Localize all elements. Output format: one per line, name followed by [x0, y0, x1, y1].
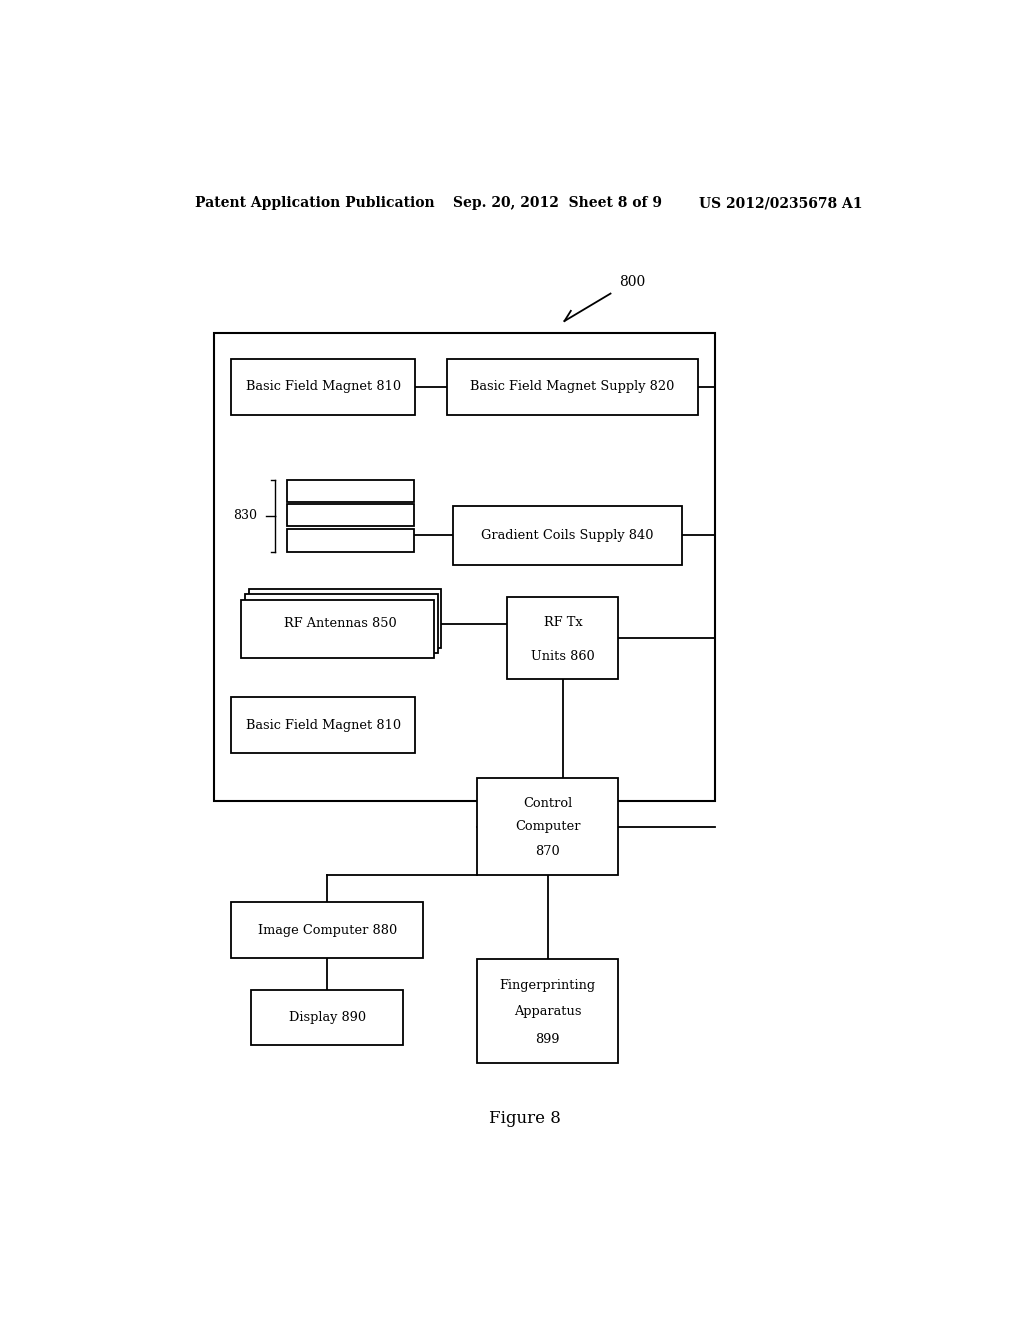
Bar — [241, 599, 433, 659]
Text: Gradient Coils Supply 840: Gradient Coils Supply 840 — [481, 529, 654, 543]
Text: RF Tx: RF Tx — [544, 616, 583, 630]
Text: Apparatus: Apparatus — [514, 1005, 582, 1018]
Text: Basic Field Magnet 810: Basic Field Magnet 810 — [246, 718, 400, 731]
Text: 800: 800 — [618, 276, 645, 289]
Text: Units 860: Units 860 — [531, 649, 595, 663]
Text: Patent Application Publication: Patent Application Publication — [196, 197, 435, 210]
Bar — [245, 594, 437, 653]
Text: RF Antennas 850: RF Antennas 850 — [284, 618, 396, 631]
Bar — [507, 598, 618, 678]
Bar — [231, 903, 423, 958]
Bar — [477, 779, 618, 875]
Bar — [287, 504, 414, 527]
Text: Control: Control — [523, 797, 572, 810]
Bar — [249, 589, 441, 648]
Text: Basic Field Magnet 810: Basic Field Magnet 810 — [246, 380, 400, 393]
Bar — [287, 529, 414, 552]
Bar — [454, 506, 682, 565]
Text: 830: 830 — [233, 510, 257, 523]
Bar — [231, 697, 416, 752]
Text: US 2012/0235678 A1: US 2012/0235678 A1 — [699, 197, 863, 210]
Text: Fingerprinting: Fingerprinting — [500, 979, 596, 993]
Text: Computer: Computer — [515, 820, 581, 833]
Text: Image Computer 880: Image Computer 880 — [258, 924, 397, 937]
Text: Basic Field Magnet Supply 820: Basic Field Magnet Supply 820 — [470, 380, 675, 393]
Bar — [287, 479, 414, 502]
Bar — [231, 359, 416, 414]
Text: 870: 870 — [536, 845, 560, 858]
Text: Display 890: Display 890 — [289, 1011, 366, 1024]
Text: Figure 8: Figure 8 — [488, 1110, 561, 1127]
Bar — [251, 990, 403, 1044]
Text: Sep. 20, 2012  Sheet 8 of 9: Sep. 20, 2012 Sheet 8 of 9 — [454, 197, 663, 210]
Text: 899: 899 — [536, 1034, 560, 1047]
Bar — [214, 333, 715, 801]
Bar — [477, 960, 618, 1063]
Bar — [447, 359, 697, 414]
